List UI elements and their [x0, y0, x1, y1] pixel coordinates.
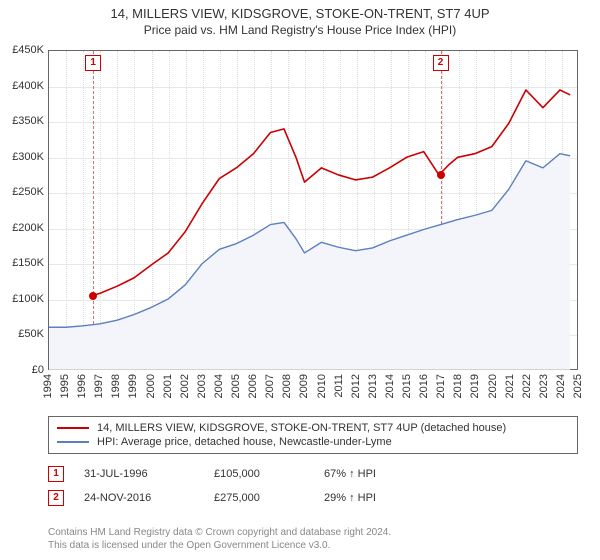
legend-row: HPI: Average price, detached house, Newc…: [57, 435, 569, 449]
xtick-label: 1997: [93, 374, 105, 398]
xtick-label: 1995: [59, 374, 71, 398]
tx-delta: 67% ↑ HPI: [324, 468, 424, 480]
ytick-label: £200K: [0, 222, 44, 234]
xtick-label: 2012: [350, 374, 362, 398]
xtick-label: 1994: [42, 374, 54, 398]
legend-label: HPI: Average price, detached house, Newc…: [97, 436, 392, 448]
callout-box: 2: [433, 55, 449, 71]
ytick-label: £300K: [0, 151, 44, 163]
xtick-label: 2011: [333, 374, 345, 398]
title-block: 14, MILLERS VIEW, KIDSGROVE, STOKE-ON-TR…: [0, 6, 600, 37]
xtick-label: 2025: [572, 374, 584, 398]
xtick-label: 2013: [367, 374, 379, 398]
xtick-label: 2016: [418, 374, 430, 398]
marker-dot: [89, 292, 97, 300]
xtick-label: 2017: [435, 374, 447, 398]
xtick-label: 2009: [298, 374, 310, 398]
xtick-label: 2020: [487, 374, 499, 398]
legend-box: 14, MILLERS VIEW, KIDSGROVE, STOKE-ON-TR…: [48, 416, 578, 454]
legend-label: 14, MILLERS VIEW, KIDSGROVE, STOKE-ON-TR…: [97, 422, 506, 434]
ytick-label: £400K: [0, 80, 44, 92]
footer-line2: This data is licensed under the Open Gov…: [48, 539, 588, 552]
xtick-label: 2007: [264, 374, 276, 398]
ytick-label: £50K: [0, 328, 44, 340]
tx-delta: 29% ↑ HPI: [324, 492, 424, 504]
footer-line1: Contains HM Land Registry data © Crown c…: [48, 526, 588, 539]
xtick-label: 2019: [469, 374, 481, 398]
ytick-label: £250K: [0, 186, 44, 198]
plot-area: 12: [48, 50, 578, 370]
ytick-label: £450K: [0, 44, 44, 56]
xtick-label: 2022: [521, 374, 533, 398]
tx-date: 31-JUL-1996: [84, 468, 194, 480]
xtick-label: 2006: [247, 374, 259, 398]
transactions-table: 1 31-JUL-1996 £105,000 67% ↑ HPI 2 24-NOV-201…: [48, 462, 578, 510]
callout-box: 2: [48, 490, 64, 506]
hpi-area-fill: [49, 154, 570, 370]
legend-swatch: [57, 441, 89, 443]
xtick-label: 1999: [127, 374, 139, 398]
xtick-label: 1996: [76, 374, 88, 398]
series-svg: [49, 51, 577, 370]
xtick-label: 2018: [452, 374, 464, 398]
xtick-label: 2015: [401, 374, 413, 398]
tx-price: £105,000: [214, 468, 304, 480]
callout-box: 1: [48, 466, 64, 482]
title-line1: 14, MILLERS VIEW, KIDSGROVE, STOKE-ON-TR…: [0, 6, 600, 21]
xtick-label: 2024: [555, 374, 567, 398]
ytick-label: £0: [0, 364, 44, 376]
xtick-label: 2001: [162, 374, 174, 398]
xtick-label: 2004: [213, 374, 225, 398]
title-line2: Price paid vs. HM Land Registry's House …: [0, 23, 600, 37]
xtick-label: 2002: [179, 374, 191, 398]
ytick-label: £150K: [0, 257, 44, 269]
footer-text: Contains HM Land Registry data © Crown c…: [48, 526, 588, 552]
xtick-label: 1998: [110, 374, 122, 398]
xtick-label: 2023: [538, 374, 550, 398]
figure-root: 14, MILLERS VIEW, KIDSGROVE, STOKE-ON-TR…: [0, 0, 600, 560]
tx-date: 24-NOV-2016: [84, 492, 194, 504]
xtick-label: 2008: [281, 374, 293, 398]
marker-dot: [437, 171, 445, 179]
xtick-label: 2003: [196, 374, 208, 398]
ytick-label: £350K: [0, 115, 44, 127]
transaction-row: 2 24-NOV-2016 £275,000 29% ↑ HPI: [48, 486, 578, 510]
legend-swatch: [57, 427, 89, 429]
xtick-label: 2014: [384, 374, 396, 398]
ytick-label: £100K: [0, 293, 44, 305]
xtick-label: 2005: [230, 374, 242, 398]
xtick-label: 2000: [145, 374, 157, 398]
tx-price: £275,000: [214, 492, 304, 504]
callout-box: 1: [85, 55, 101, 71]
transaction-row: 1 31-JUL-1996 £105,000 67% ↑ HPI: [48, 462, 578, 486]
xtick-label: 2010: [316, 374, 328, 398]
legend-row: 14, MILLERS VIEW, KIDSGROVE, STOKE-ON-TR…: [57, 421, 569, 435]
xtick-label: 2021: [504, 374, 516, 398]
